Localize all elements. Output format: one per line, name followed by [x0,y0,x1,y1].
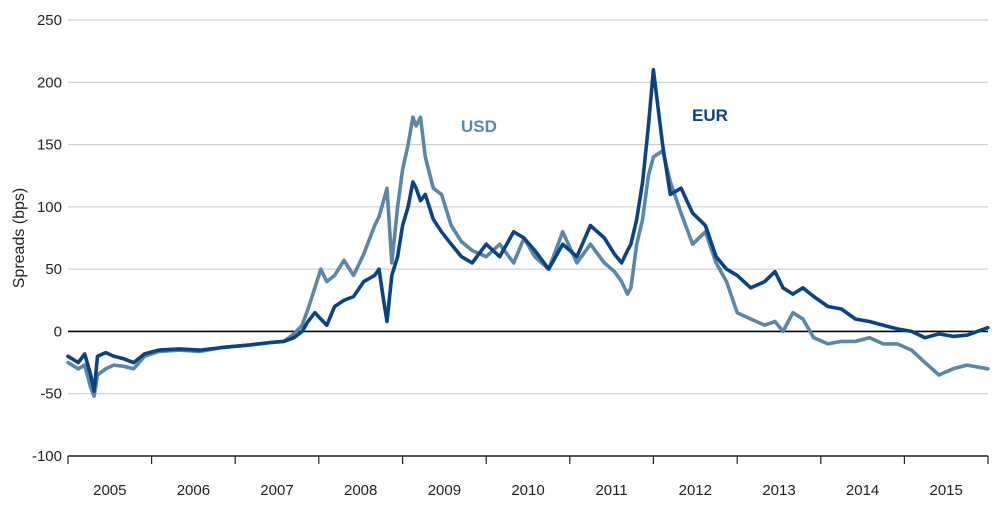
y-tick-label: 250 [37,12,62,29]
series-line-usd [66,115,990,398]
x-tick-label: 2015 [930,482,963,499]
y-tick-label: -50 [40,386,62,403]
grid-lines [68,19,988,395]
y-axis-title: Spreads (bps) [11,188,28,289]
x-tick-label: 2011 [595,482,627,499]
y-tick-label: 150 [37,137,62,154]
series-label-eur: EUR [692,106,728,125]
y-tick-label: 50 [45,261,62,278]
x-tick-label: 2009 [428,482,461,499]
series-label-usd: USD [461,117,497,136]
y-tick-label: 0 [54,323,62,340]
x-tick-label: 2012 [679,482,712,499]
x-tick-label: 2007 [260,482,293,499]
x-axis: 2005 2006 2007 2008 2009 2010 2011 2012 2013 2014… [67,455,989,499]
series-line-eur [66,68,990,393]
x-tick-label: 2013 [762,482,795,499]
x-tick-label: 2010 [511,482,544,499]
x-tick-label: 2006 [177,482,210,499]
y-tick-label: 100 [37,199,62,216]
x-tick-label: 2014 [846,482,879,499]
y-tick-label: -100 [32,448,62,465]
y-tick-label: 200 [37,74,62,91]
x-tick-label: 2005 [93,482,126,499]
x-tick-label: 2008 [344,482,377,499]
y-axis: -100 -50 0 50 100 150 200 250 [32,12,62,465]
series-layer [66,68,990,398]
